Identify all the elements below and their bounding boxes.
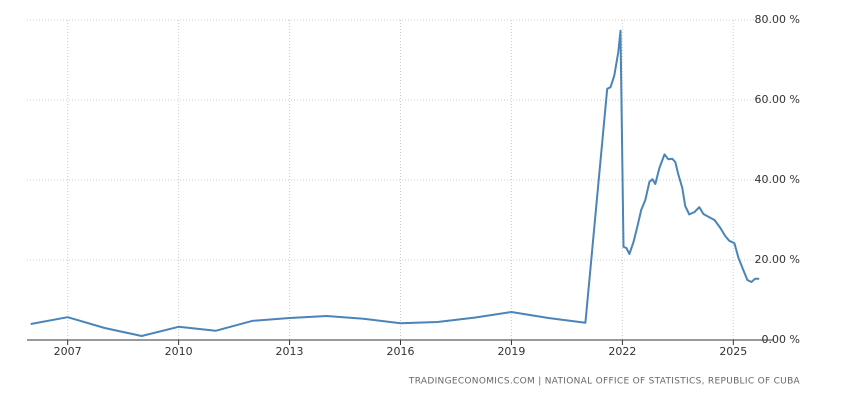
x-tick-label: 2022 <box>608 345 636 358</box>
x-tick-label: 2025 <box>719 345 747 358</box>
y-tick-label: 40.00 % <box>755 173 800 186</box>
y-tick-label: 20.00 % <box>755 253 800 266</box>
source-note: TRADINGECONOMICS.COM | NATIONAL OFFICE O… <box>408 377 801 387</box>
line-series <box>30 29 760 337</box>
x-tick-label: 2019 <box>497 345 525 358</box>
y-tick-label: 0.00 % <box>762 333 800 346</box>
x-tick-label: 2007 <box>54 345 82 358</box>
y-tick-label: 80.00 % <box>755 13 800 26</box>
x-tick-label: 2016 <box>387 345 415 358</box>
x-tick-label: 2010 <box>165 345 193 358</box>
x-tick-label: 2013 <box>276 345 304 358</box>
y-tick-label: 60.00 % <box>755 93 800 106</box>
